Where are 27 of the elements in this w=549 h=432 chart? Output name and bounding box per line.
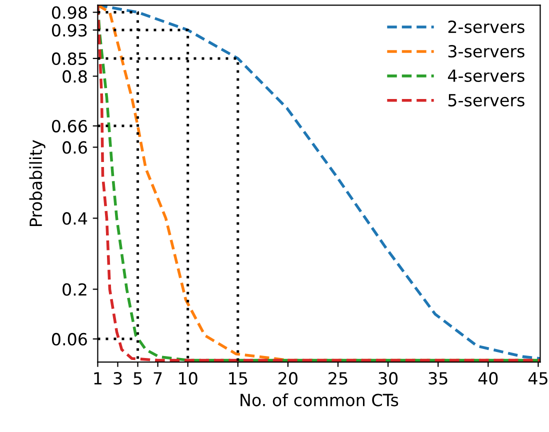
legend-label: 2-servers xyxy=(448,20,524,34)
y-tick-label: 0.2 xyxy=(62,283,86,296)
y-tick-label: 0.4 xyxy=(62,212,88,225)
y-axis-title: Probability xyxy=(29,140,46,226)
y-tick-label: 0.6 xyxy=(62,141,87,154)
x-axis-title: No. of common CTs xyxy=(240,393,398,406)
legend-label: 3-servers xyxy=(448,44,524,58)
y-tick-label: 0.98 xyxy=(52,6,87,19)
x-tick-label: 10 xyxy=(179,372,198,385)
x-tick-label: 25 xyxy=(328,372,348,385)
x-tick-label: 5 xyxy=(134,372,142,385)
x-tick-label: 40 xyxy=(478,372,498,385)
y-tick-label: 0.06 xyxy=(52,332,87,346)
x-tick-label: 3 xyxy=(114,372,122,385)
x-tick-label: 7 xyxy=(154,372,162,384)
y-tick-label: 0.66 xyxy=(52,120,87,132)
y-tick-label: 0.93 xyxy=(52,24,87,37)
legend-label: 4-servers xyxy=(448,70,524,82)
x-tick-label: 35 xyxy=(428,372,448,385)
x-tick-label: 45 xyxy=(528,372,548,385)
y-tick-label: 0.8 xyxy=(62,70,87,83)
x-tick-label: 1 xyxy=(94,372,102,384)
legend-label: 5-servers xyxy=(448,94,524,106)
x-tick-label: 20 xyxy=(278,372,298,385)
x-tick-label: 30 xyxy=(378,372,398,385)
y-tick-label: 0.85 xyxy=(52,52,87,66)
x-tick-label: 15 xyxy=(229,372,248,385)
